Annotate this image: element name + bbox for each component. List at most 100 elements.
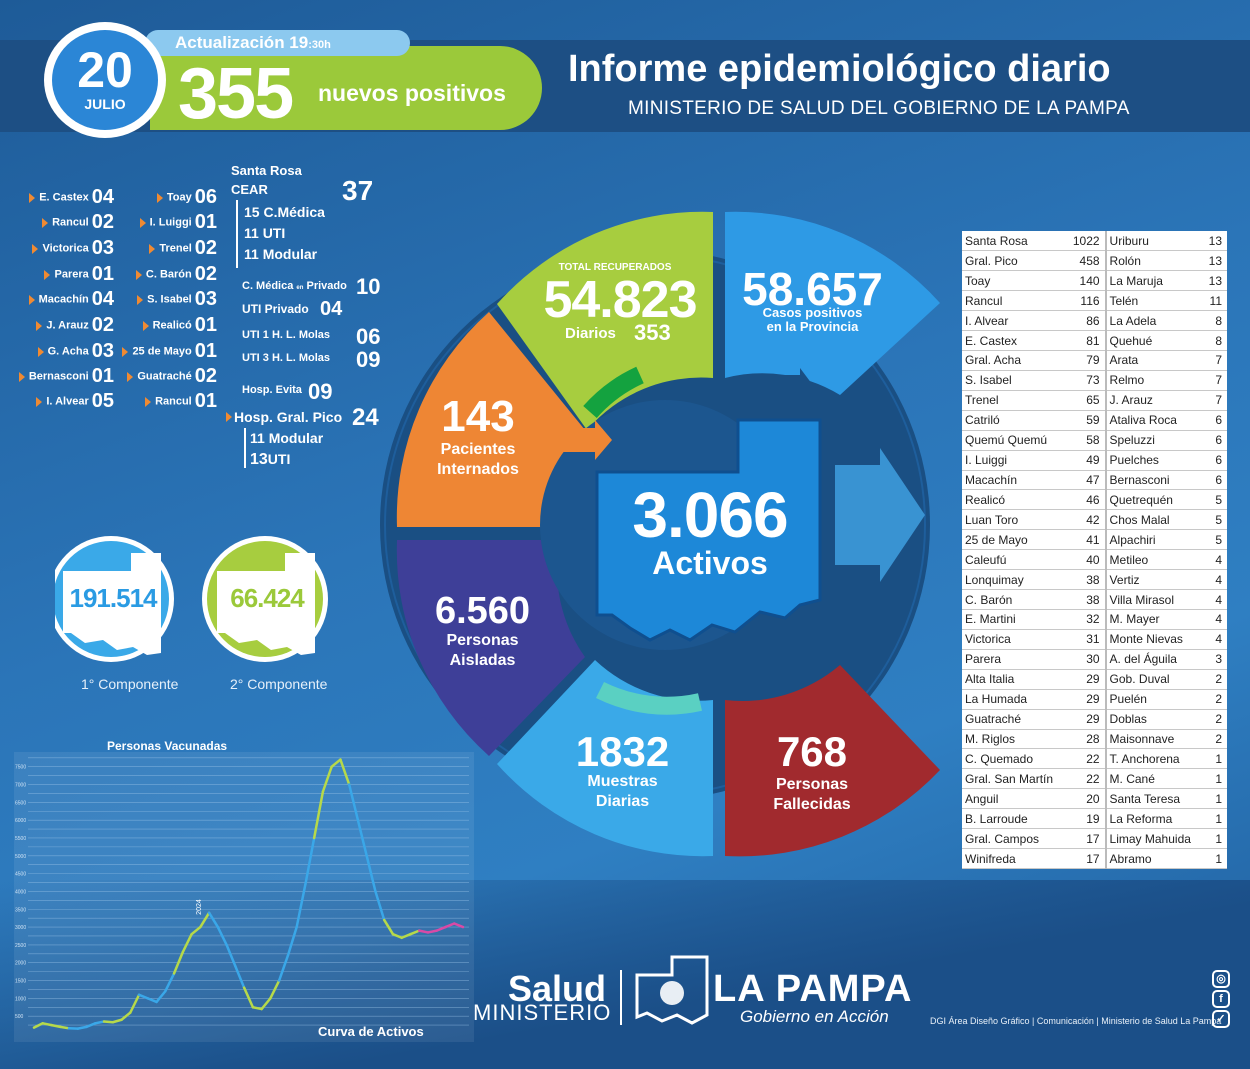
y-tick-label: 2000 <box>15 961 26 967</box>
municipality-count: 2 <box>1203 729 1227 750</box>
municipality-name: T. Anchorena <box>1105 748 1204 770</box>
municipality-name: Rolón <box>1105 250 1204 272</box>
municipality-count: 13 <box>1203 231 1227 252</box>
active-curve-segment <box>199 911 211 929</box>
location-item: Toay 06 <box>156 186 217 209</box>
segment-recovered <box>497 211 713 430</box>
update-label: Actualización 19:30h <box>175 33 331 52</box>
municipality-count: 6 <box>1203 410 1227 431</box>
municipality-name: Puelén <box>1105 689 1204 710</box>
table-row: Catriló 59 Ataliva Roca 6 <box>962 410 1227 431</box>
active-curve-segment <box>295 883 307 929</box>
table-row: Gral. San Martín 22 M. Cané 1 <box>962 768 1227 790</box>
arrow-icon <box>135 269 142 280</box>
active-curve-segment <box>234 965 246 989</box>
salud-logo-text: Salud <box>508 968 607 1009</box>
location-item: S. Isabel 03 <box>137 288 217 311</box>
municipality-name: Winifreda <box>962 848 1067 869</box>
municipality-name: La Humada <box>962 689 1067 710</box>
table-row: Lonquimay 38 Vertiz 4 <box>962 569 1227 591</box>
right-arrow-shape <box>835 448 925 582</box>
table-row: Rancul 116 Telén 11 <box>962 290 1227 312</box>
municipality-count: 47 <box>1066 470 1107 491</box>
arrow-icon <box>139 217 146 228</box>
municipality-count: 4 <box>1203 569 1227 591</box>
y-tick-label: 7500 <box>15 765 26 771</box>
table-row: Realicó 46 Quetrequén 5 <box>962 489 1227 511</box>
arrow-positives <box>770 368 815 408</box>
chart-title: Personas Vacunadas <box>107 739 228 753</box>
municipality-name: Arata <box>1105 350 1204 371</box>
recovered-label: TOTAL RECUPERADOS <box>558 262 672 273</box>
municipality-count: 8 <box>1203 310 1227 332</box>
cmedica-privado-label: C. Médica en Privado <box>242 280 347 292</box>
uti-privado-value: 04 <box>320 298 343 320</box>
cear-item: 11 Modular <box>244 246 318 262</box>
municipality-count: 38 <box>1066 569 1107 591</box>
municipality-count: 140 <box>1066 270 1107 292</box>
location-item: Victorica 03 <box>32 237 114 260</box>
municipality-name: Rancul <box>962 290 1067 312</box>
table-row: I. Luiggi 49 Puelches 6 <box>962 450 1227 471</box>
municipality-count: 5 <box>1203 489 1227 511</box>
gobierno-tagline: Gobierno en Acción <box>740 1007 889 1026</box>
municipality-count: 13 <box>1203 270 1227 292</box>
arrow-icon <box>36 320 43 331</box>
table-row: Victorica 31 Monte Nievas 4 <box>962 629 1227 650</box>
facebook-icon[interactable]: f <box>1212 990 1230 1008</box>
municipality-count: 38 <box>1066 589 1107 611</box>
municipality-count: 29 <box>1066 689 1107 710</box>
location-item: I. Alvear 05 <box>36 390 114 413</box>
segment-deceased <box>725 665 940 857</box>
y-tick-label: 1500 <box>15 979 26 985</box>
municipality-count: 4 <box>1203 629 1227 650</box>
y-tick-label: 4500 <box>15 872 26 878</box>
cear-item: 15 C.Médica <box>244 204 325 220</box>
y-tick-label: 1000 <box>15 996 26 1002</box>
municipality-name: Victorica <box>962 629 1067 650</box>
municipality-name: Metileo <box>1105 549 1204 571</box>
municipality-name: S. Isabel <box>962 370 1067 391</box>
active-curve-segment <box>321 765 333 793</box>
active-curve-segment <box>277 954 290 982</box>
table-row: I. Alvear 86 La Adela 8 <box>962 310 1227 332</box>
new-positives-label: nuevos positivos <box>318 80 506 106</box>
active-curve-segment <box>50 1023 62 1029</box>
table-row: Alta Italia 29 Gob. Duval 2 <box>962 669 1227 690</box>
instagram-icon[interactable]: ◎ <box>1212 970 1230 988</box>
arrow-icon <box>44 269 51 280</box>
la-pampa-map-shape <box>595 418 822 642</box>
first-dose-map-shape <box>63 553 161 655</box>
location-item: E. Castex 04 <box>29 186 114 209</box>
active-curve-segment <box>251 1006 263 1011</box>
municipality-count: 30 <box>1066 649 1107 670</box>
active-curve-segment <box>155 989 167 1004</box>
y-tick-label: 3000 <box>15 925 26 931</box>
municipality-count: 1 <box>1203 768 1227 790</box>
table-row: 25 de Mayo 41 Alpachiri 5 <box>962 529 1227 551</box>
municipality-name: Abramo <box>1105 848 1204 869</box>
segment-isolated <box>396 540 585 756</box>
municipality-count: 40 <box>1066 549 1107 571</box>
municipality-count: 65 <box>1066 390 1107 411</box>
active-curve-segment <box>304 836 316 886</box>
active-curve-segment <box>207 911 220 929</box>
municipality-name: J. Arauz <box>1105 390 1204 411</box>
second-dose-label: 2° Componente <box>230 676 328 692</box>
table-row: C. Quemado 22 T. Anchorena 1 <box>962 748 1227 770</box>
first-dose-label: 1° Componente <box>81 676 179 692</box>
uti3-label: UTI 3 H. L. Molas <box>242 352 331 364</box>
municipality-name: Alta Italia <box>962 669 1067 690</box>
municipality-count: 5 <box>1203 509 1227 531</box>
active-value: 3.066 <box>632 479 788 551</box>
table-row: Quemú Quemú 58 Speluzzi 6 <box>962 430 1227 451</box>
municipality-count: 7 <box>1203 370 1227 391</box>
uti1-label: UTI 1 H. L. Molas <box>242 329 331 341</box>
municipality-name: M. Cané <box>1105 768 1204 790</box>
vaccination-circles <box>55 536 328 662</box>
pico-item: 11 Modular <box>250 430 324 446</box>
municipality-name: Limay Mahuida <box>1105 828 1204 850</box>
municipality-name: M. Riglos <box>962 729 1067 750</box>
twitter-icon[interactable]: ✓ <box>1212 1010 1230 1028</box>
date-day: 20 <box>77 42 133 98</box>
